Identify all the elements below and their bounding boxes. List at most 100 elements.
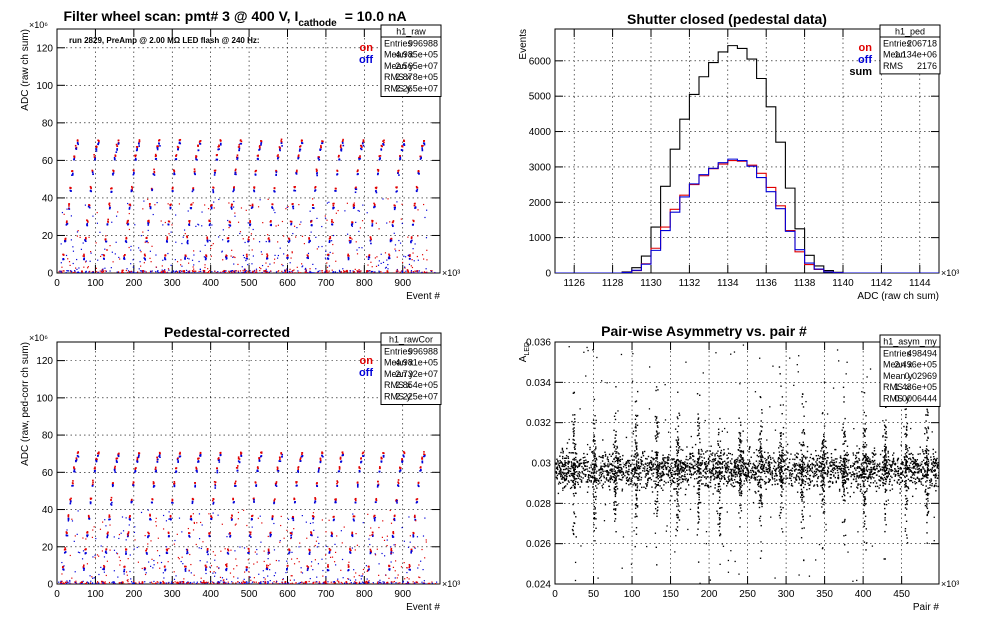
on-point <box>227 549 229 551</box>
x-tick-label: 0 <box>54 589 60 600</box>
asym-point <box>594 469 595 470</box>
x-tick-label: 0 <box>552 589 558 600</box>
off-point <box>276 171 278 173</box>
off-point <box>194 485 196 487</box>
off-point <box>92 485 94 487</box>
off-point <box>201 211 202 212</box>
on-point <box>255 170 257 172</box>
asym-point <box>686 446 687 447</box>
off-point <box>342 142 344 144</box>
off-point <box>101 270 102 271</box>
on-point <box>85 237 87 239</box>
on-point <box>117 458 119 460</box>
on-point <box>119 534 120 535</box>
asym-point <box>585 462 586 463</box>
off-point <box>403 581 404 582</box>
on-point <box>180 264 181 265</box>
off-point <box>159 456 161 458</box>
off-point <box>207 554 209 556</box>
off-point <box>168 535 170 537</box>
on-point <box>312 198 313 199</box>
on-point <box>350 550 352 552</box>
on-point <box>373 516 375 518</box>
asym-point <box>707 471 708 472</box>
asym-point <box>828 468 829 469</box>
asym-point <box>778 471 779 472</box>
asym-point <box>894 468 895 469</box>
off-point <box>100 567 101 568</box>
on-point <box>360 227 361 228</box>
on-point <box>323 582 324 583</box>
off-point <box>237 578 238 579</box>
on-point <box>344 526 345 527</box>
off-point <box>63 565 64 566</box>
asym-point <box>773 452 774 453</box>
on-point <box>414 547 415 548</box>
off-point <box>95 583 96 584</box>
on-point <box>125 548 127 550</box>
off-point <box>407 274 409 276</box>
on-point <box>114 467 116 469</box>
off-point <box>227 552 229 554</box>
asym-point <box>740 478 741 479</box>
off-point <box>306 274 308 276</box>
off-point <box>239 233 240 234</box>
off-point <box>187 240 189 242</box>
off-point <box>239 461 241 463</box>
on-point <box>372 221 374 223</box>
on-point <box>336 535 337 536</box>
on-point <box>189 222 190 223</box>
on-point <box>148 220 150 222</box>
off-point <box>233 263 234 264</box>
on-point <box>334 561 335 562</box>
asym-point <box>935 465 936 466</box>
off-point <box>350 270 351 271</box>
off-point <box>228 224 229 225</box>
off-point <box>331 223 333 225</box>
off-point <box>238 272 239 273</box>
on-point <box>155 467 157 469</box>
off-point <box>163 515 164 516</box>
off-point <box>66 535 68 537</box>
on-point <box>282 579 283 580</box>
on-point <box>268 536 269 537</box>
on-point <box>92 482 94 484</box>
off-point <box>274 575 275 576</box>
off-point <box>305 275 307 277</box>
on-point <box>395 570 396 571</box>
on-point <box>128 558 129 559</box>
off-point <box>233 201 234 202</box>
asym-point <box>577 476 578 477</box>
off-point <box>129 519 131 521</box>
off-point <box>407 274 409 276</box>
on-point <box>263 270 264 271</box>
off-point <box>292 206 294 208</box>
off-point <box>216 159 218 161</box>
on-point <box>179 452 181 454</box>
off-point <box>371 271 372 272</box>
off-point <box>232 191 234 193</box>
on-point <box>299 561 300 562</box>
off-point <box>390 551 392 553</box>
off-point <box>74 541 75 542</box>
off-point <box>413 248 414 249</box>
off-point <box>339 271 340 272</box>
on-point <box>177 271 178 272</box>
off-point <box>407 585 409 587</box>
on-point <box>145 242 146 243</box>
on-point <box>129 247 130 248</box>
off-point <box>319 270 320 271</box>
asym-point <box>630 465 631 466</box>
on-point <box>234 482 236 484</box>
on-point <box>95 458 97 460</box>
off-point <box>171 583 172 584</box>
off-point <box>210 581 211 582</box>
off-point <box>248 582 249 583</box>
off-point <box>309 553 311 555</box>
off-point <box>407 274 409 276</box>
x-tick-label: 150 <box>662 589 679 600</box>
on-point <box>105 270 106 271</box>
on-point <box>90 582 91 583</box>
legend-on: on <box>859 42 873 54</box>
on-point <box>292 270 293 271</box>
